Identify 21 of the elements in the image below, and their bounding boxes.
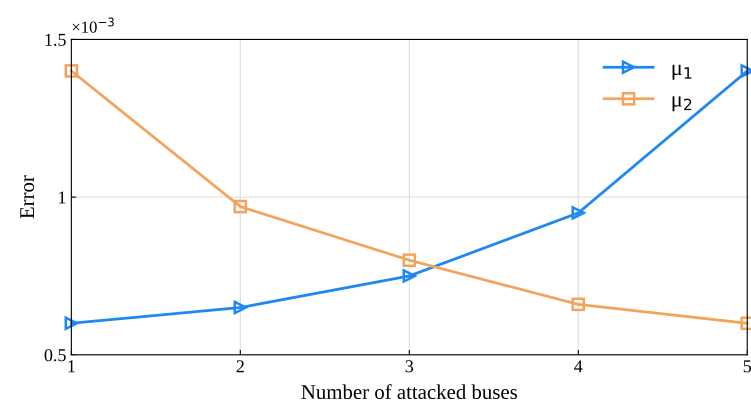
point <box>402 269 416 283</box>
point <box>64 316 78 330</box>
point <box>402 253 416 268</box>
x-tick-label: 1 <box>68 360 75 372</box>
x-tick-label: 3 <box>406 360 414 372</box>
x-tick-label: 4 <box>574 360 582 372</box>
x-tick-label: 2 <box>236 360 244 372</box>
point <box>571 206 586 220</box>
point <box>234 300 248 314</box>
legend-label: μ$_{2}$ <box>672 96 692 112</box>
y-tick-label: 1.5 <box>46 34 66 46</box>
y-axis-title: Error <box>20 175 34 218</box>
y-tick-label: 0.5 <box>44 349 66 362</box>
legend-label: μ$_{1}$ <box>672 64 692 80</box>
point <box>234 200 248 214</box>
x-tick-label: 5 <box>744 360 751 372</box>
point <box>571 298 586 312</box>
x-axis-title: Number of attacked buses <box>301 384 518 400</box>
y-tick-label: 1 <box>59 191 66 204</box>
point <box>64 64 78 78</box>
text: ×10$^{−3}$ <box>72 18 114 33</box>
